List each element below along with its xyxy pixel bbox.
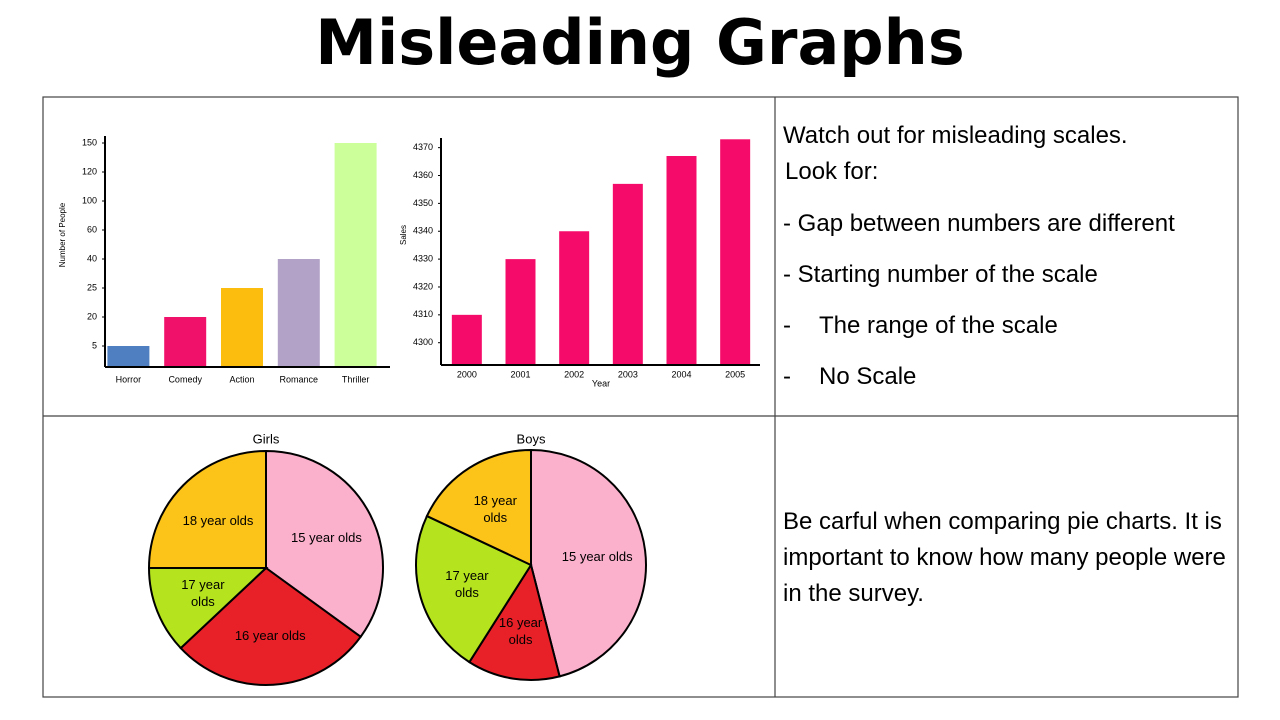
y-tick-label: 60 — [87, 224, 97, 234]
x-tick-label: Romance — [280, 374, 319, 384]
y-tick-label: 4370 — [413, 142, 433, 152]
pie-label: 15 year olds — [561, 549, 633, 565]
pie-label-box: 17 year olds — [178, 563, 228, 623]
y-tick-label: 20 — [87, 311, 97, 321]
y-tick-label: 4360 — [413, 170, 433, 180]
pie-label-box: 18 year olds — [158, 490, 278, 550]
pie-slice — [530, 448, 647, 678]
x-tick-label: 2003 — [618, 369, 638, 379]
pie-slice — [265, 449, 384, 639]
pie-label-wrap: 17 year olds — [178, 563, 228, 623]
pie-slice — [179, 566, 363, 686]
y-tick-label: 4330 — [413, 253, 433, 263]
y-tick-label: 5 — [92, 340, 97, 350]
x-tick-label: 2000 — [457, 369, 477, 379]
chart-title: Boys — [517, 431, 546, 446]
y-tick-label: 100 — [82, 195, 97, 205]
list-item: - No Scale — [783, 363, 917, 390]
y-tick-label: 4340 — [413, 226, 433, 236]
pie-label-wrap: 16 year olds — [496, 601, 546, 661]
pie-label-box: 16 year olds — [210, 606, 330, 666]
x-tick-label: Horror — [116, 374, 142, 384]
x-tick-label: Comedy — [168, 374, 202, 384]
pie-slice — [147, 449, 267, 569]
pie-label: 16 year olds — [234, 628, 306, 644]
y-tick-label: 4300 — [413, 337, 433, 347]
y-tick-label: 40 — [87, 253, 97, 263]
bar — [720, 139, 751, 365]
x-tick-label: 2001 — [510, 369, 530, 379]
pie-label: 18 year olds — [473, 492, 517, 525]
note-text: Watch out for misleading scales. — [783, 122, 1128, 149]
list-item-text: Gap between numbers are different — [797, 210, 1175, 237]
y-tick-label: 150 — [82, 137, 97, 147]
y-axis-label: Number of People — [58, 202, 67, 267]
y-tick-label: 4310 — [413, 309, 433, 319]
pie-label-box: 15 year olds — [266, 507, 386, 567]
bar — [559, 231, 590, 365]
list-item-text: The range of the scale — [819, 312, 1058, 339]
y-axis-label: Sales — [399, 225, 408, 245]
bar — [505, 259, 536, 365]
x-tick-label: Action — [229, 374, 254, 384]
pie-slice — [425, 448, 532, 567]
pie-label-wrap: 15 year olds — [266, 507, 386, 567]
y-tick-label: 4350 — [413, 198, 433, 208]
page-title: Misleading Graphs — [315, 6, 965, 79]
x-tick-label: 2005 — [725, 369, 745, 379]
x-tick-label: 2004 — [671, 369, 691, 379]
pie-label: 17 year olds — [181, 576, 225, 609]
note-text: Be carful when comparing pie charts. It … — [783, 508, 1226, 607]
pie-label: 18 year olds — [182, 512, 254, 528]
bar — [277, 259, 320, 367]
list-item-text: Starting number of the scale — [797, 261, 1098, 288]
pie-label-box: 15 year olds — [537, 527, 657, 587]
x-tick-label: 2002 — [564, 369, 584, 379]
list-item: - Starting number of the scale — [783, 261, 1098, 288]
list-item: - Gap between numbers are different — [783, 210, 1175, 237]
list-item: - The range of the scale — [783, 312, 1058, 339]
note-text: Look for: — [785, 158, 879, 185]
y-tick-label: 4320 — [413, 281, 433, 291]
pie-label-wrap: 15 year olds — [537, 527, 657, 587]
bar — [164, 317, 207, 367]
pie-label-box: 17 year olds — [442, 554, 492, 614]
list-item-text: No Scale — [819, 363, 917, 390]
bar — [451, 314, 482, 365]
x-axis-label: Year — [592, 378, 610, 388]
chart-title: Girls — [253, 431, 280, 446]
y-tick-label: 120 — [82, 166, 97, 176]
pie-label: 15 year olds — [291, 529, 362, 545]
pie-label: 16 year olds — [498, 614, 543, 647]
bar — [666, 156, 697, 365]
bar — [612, 183, 643, 365]
pie-label-wrap: 17 year olds — [442, 554, 492, 614]
bar — [334, 143, 377, 367]
table-border — [42, 96, 1239, 698]
pie-label: 17 year olds — [445, 567, 489, 600]
bar — [107, 346, 150, 367]
pie-label-box: 18 year olds — [470, 479, 520, 539]
pie-label-wrap: 18 year olds — [470, 479, 520, 539]
x-tick-label: Thriller — [342, 374, 370, 384]
bar — [221, 288, 263, 367]
y-tick-label: 25 — [87, 282, 97, 292]
pie-slice — [467, 562, 561, 681]
pie-slice — [147, 567, 269, 650]
pie-label-wrap: 18 year olds — [158, 490, 278, 550]
pie-label-wrap: 16 year olds — [210, 606, 330, 666]
pie-label-box: 16 year olds — [496, 601, 546, 661]
